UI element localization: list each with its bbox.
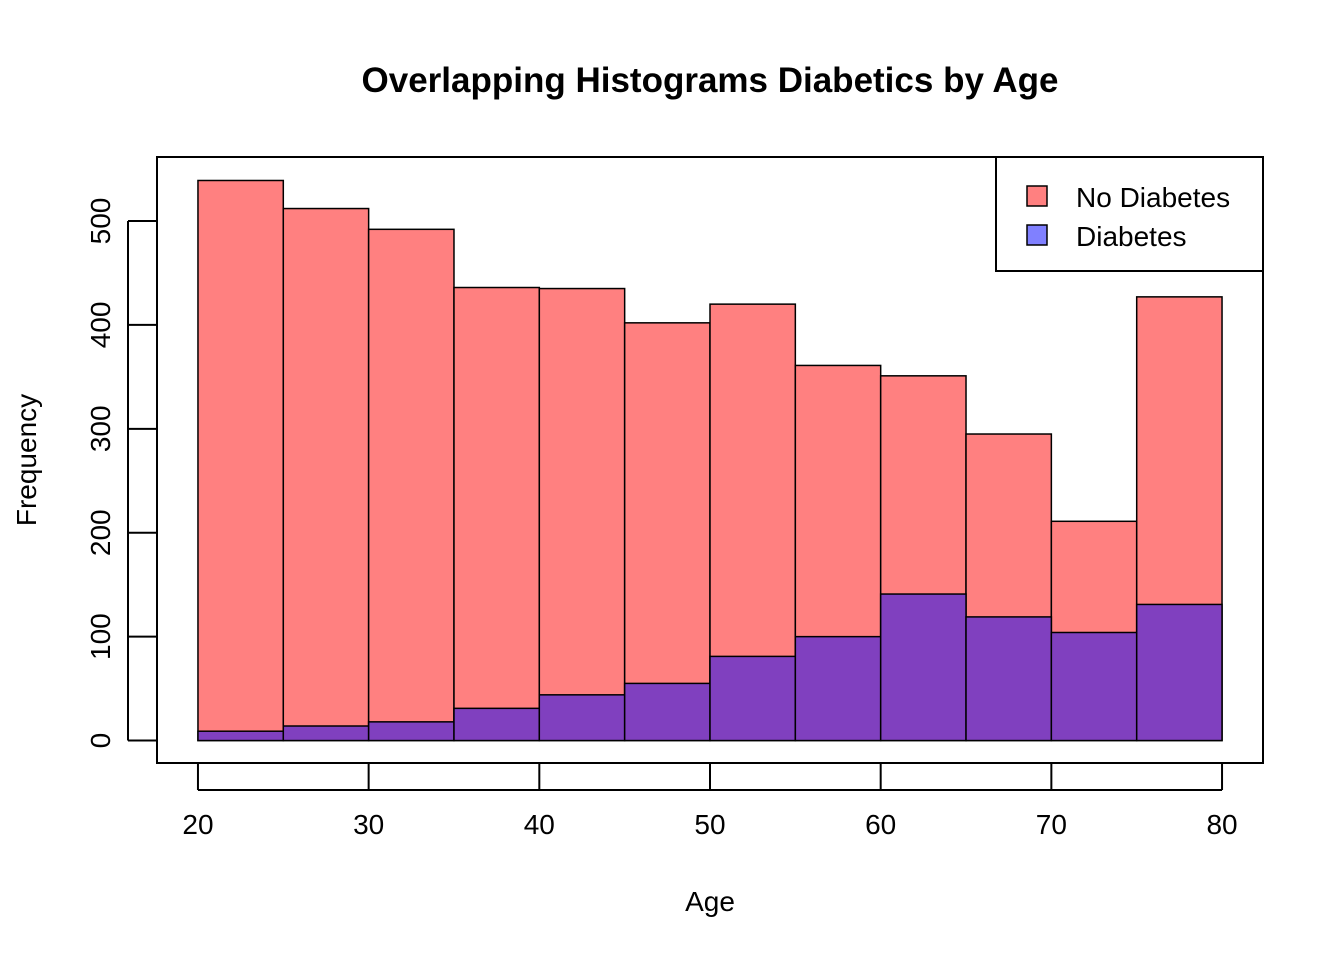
y-tick-label: 200 [85,509,116,556]
x-axis-title: Age [685,886,735,917]
bar-no-diabetes [197,179,285,742]
x-tick-label: 50 [694,809,725,840]
legend-label-no-diabetes: No Diabetes [1076,182,1230,213]
legend-swatch-no-diabetes [1026,185,1048,207]
bar-diabetes [623,682,711,742]
bars-layer [197,179,1223,742]
x-tick-label: 40 [524,809,555,840]
bar-diabetes [282,725,370,742]
y-axis: 0 100 200 300 400 500 [85,198,156,749]
x-tick-label: 80 [1206,809,1237,840]
bar-no-diabetes [453,286,541,742]
bar-diabetes [1050,631,1138,742]
x-axis: 20 30 40 50 60 70 80 [182,762,1238,840]
legend-label-diabetes: Diabetes [1076,221,1187,252]
x-tick-label: 60 [865,809,896,840]
x-tick-label: 20 [182,809,213,840]
bar-diabetes [453,707,541,742]
legend: No Diabetes Diabetes [995,156,1264,272]
y-tick-label: 100 [85,613,116,660]
legend-swatch-diabetes [1026,224,1048,246]
y-axis-title: Frequency [11,394,42,526]
bar-no-diabetes [623,322,711,742]
bar-diabetes [538,694,626,742]
x-tick-label: 70 [1036,809,1067,840]
y-tick-label: 0 [85,733,116,749]
bar-no-diabetes [282,207,370,742]
legend-frame [995,156,1264,272]
bar-diabetes [709,655,797,742]
chart-title: Overlapping Histograms Diabetics by Age [362,61,1059,100]
bar-diabetes [794,635,882,742]
bar-diabetes [1135,603,1223,742]
bar-no-diabetes [538,287,626,742]
y-tick-label: 300 [85,405,116,452]
bar-diabetes [965,616,1053,742]
bar-no-diabetes [367,228,455,742]
y-tick-label: 500 [85,198,116,245]
bar-diabetes [197,730,285,742]
bar-diabetes [879,593,967,742]
x-tick-label: 30 [353,809,384,840]
bar-diabetes [367,721,455,742]
y-tick-label: 400 [85,302,116,349]
